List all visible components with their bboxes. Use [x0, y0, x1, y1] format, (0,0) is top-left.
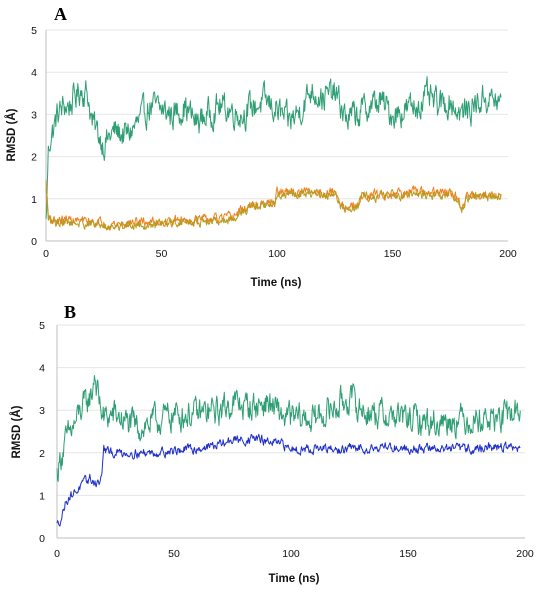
- panel-b-series: [56, 375, 521, 527]
- panel-a-y-ticks: 0 1 2 3 4 5: [31, 25, 37, 248]
- panel-b-x-tick-label: 50: [168, 548, 180, 560]
- panel-a-y-tick-label: 1: [31, 194, 37, 206]
- panel-a-x-tick-label: 100: [268, 248, 286, 260]
- panel-a-x-tick-label: 150: [384, 248, 402, 260]
- panel-b-x-tick-label: 100: [282, 548, 300, 560]
- panel-a-y-tick-label: 3: [31, 109, 37, 121]
- panel-a-series-line-2: [45, 180, 502, 231]
- panel-b-x-tick-label: 0: [54, 548, 60, 560]
- panel-b: B 0 1 2 3 4 5 0 50 100 150 200 Time (ns) RMSD (Å): [10, 302, 534, 585]
- panel-a-y-tick-label: 5: [31, 25, 37, 37]
- panel-b-y-tick-label: 4: [39, 363, 45, 375]
- panel-b-y-axis-title: RMSD (Å): [10, 405, 23, 458]
- panel-a-grid: [45, 29, 508, 242]
- panel-b-y-tick-label: 1: [39, 490, 45, 502]
- panel-b-y-tick-label: 2: [39, 448, 45, 460]
- panel-a-y-tick-label: 4: [31, 67, 37, 79]
- panel-b-x-axis-title: Time (ns): [269, 573, 320, 585]
- panel-a: A 0 1 2 3 4 5 0 50 100 150 200 Time (ns) RMSD (Å): [5, 4, 517, 289]
- panel-b-x-tick-label: 150: [399, 548, 417, 560]
- panel-b-y-ticks: 0 1 2 3 4 5: [39, 320, 45, 545]
- panel-a-x-tick-label: 0: [43, 248, 49, 260]
- panel-b-y-tick-label: 0: [39, 533, 45, 545]
- panel-a-y-tick-label: 0: [31, 236, 37, 248]
- panel-a-x-axis-title: Time (ns): [251, 277, 302, 289]
- panel-b-y-tick-label: 5: [39, 320, 45, 332]
- panel-a-label: A: [54, 4, 67, 24]
- panel-a-series-line-3: [45, 188, 502, 231]
- panel-a-x-ticks: 0 50 100 150 200: [43, 248, 517, 260]
- panel-a-series: [45, 76, 502, 231]
- panel-a-x-tick-label: 50: [156, 248, 168, 260]
- panel-b-series-line-1: [56, 375, 521, 482]
- panel-b-x-tick-label: 200: [516, 548, 534, 560]
- panel-b-y-tick-label: 3: [39, 405, 45, 417]
- panel-b-label: B: [64, 302, 76, 322]
- panel-b-x-ticks: 0 50 100 150 200: [54, 548, 534, 560]
- panel-a-y-axis-title: RMSD (Å): [5, 108, 18, 161]
- panel-a-series-line-1: [45, 76, 502, 220]
- panel-a-y-tick-label: 2: [31, 152, 37, 164]
- panel-b-series-line-2: [56, 433, 521, 527]
- panel-a-x-tick-label: 200: [499, 248, 517, 260]
